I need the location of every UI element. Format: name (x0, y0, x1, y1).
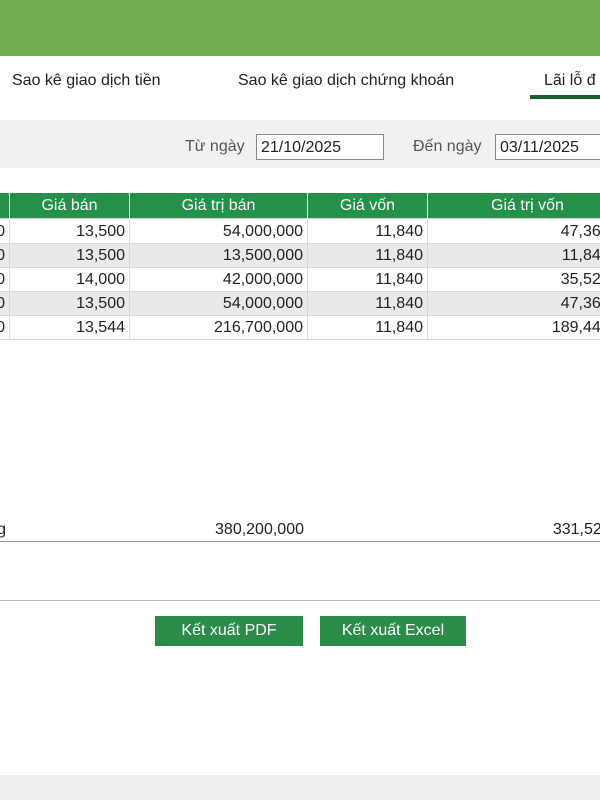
table-cell: 13,500 (10, 292, 130, 316)
tab[interactable]: Sao kê giao dịch tiền (12, 72, 161, 89)
total-line (0, 541, 600, 542)
total-cell: g (0, 521, 6, 538)
table-cell: 0 (0, 268, 10, 292)
table-cell: 13,500 (10, 220, 130, 244)
table-cell: 13,544 (10, 316, 130, 340)
tab[interactable]: Sao kê giao dịch chứng khoán (238, 72, 455, 89)
header-cell: Giá bán (10, 193, 130, 219)
from-input[interactable]: 21/10/2025 (256, 134, 384, 160)
divider (0, 600, 600, 601)
table-cell: 189,440,0 (428, 316, 600, 340)
table-cell: 35,520,0 (428, 268, 600, 292)
table-cell: 11,840 (308, 268, 428, 292)
table-cell: 0 (0, 220, 10, 244)
total-cell: 331,520,0 (552, 521, 600, 538)
table-cell: 54,000,000 (130, 220, 308, 244)
table-cell: 0 (0, 244, 10, 268)
tab-underline (530, 95, 600, 99)
tab-active[interactable]: Lãi lỗ đ (544, 72, 596, 89)
table-cell: 13,500 (10, 244, 130, 268)
header-cell (0, 193, 10, 219)
from-label: Từ ngày (185, 138, 245, 155)
table-cell: 11,840 (308, 220, 428, 244)
table-cell: 216,700,000 (130, 316, 308, 340)
table-cell: 11,840,0 (428, 244, 600, 268)
table-cell: 54,000,000 (130, 292, 308, 316)
total-cell: 380,200,000 (215, 521, 304, 538)
table-cell: 11,840 (308, 244, 428, 268)
export-pdf-button[interactable]: Kết xuất PDF (155, 616, 303, 646)
table-cell: 0 (0, 316, 10, 340)
table-cell: 13,500,000 (130, 244, 308, 268)
header-cell: Giá vốn (308, 193, 428, 219)
table-cell: 11,840 (308, 316, 428, 340)
table-cell: 47,360,0 (428, 292, 600, 316)
to-label: Đến ngày (413, 138, 482, 155)
table-cell: 0 (0, 292, 10, 316)
table-cell: 47,360,0 (428, 220, 600, 244)
header-cell: Giá trị vốn (428, 193, 600, 219)
export-excel-button[interactable]: Kết xuất Excel (320, 616, 466, 646)
bottom-bar (0, 775, 600, 800)
to-input[interactable]: 03/11/2025 (495, 134, 600, 160)
table-cell: 11,840 (308, 292, 428, 316)
header-cell: Giá trị bán (130, 193, 308, 219)
top-bar (0, 0, 600, 56)
table-cell: 14,000 (10, 268, 130, 292)
table-cell: 42,000,000 (130, 268, 308, 292)
